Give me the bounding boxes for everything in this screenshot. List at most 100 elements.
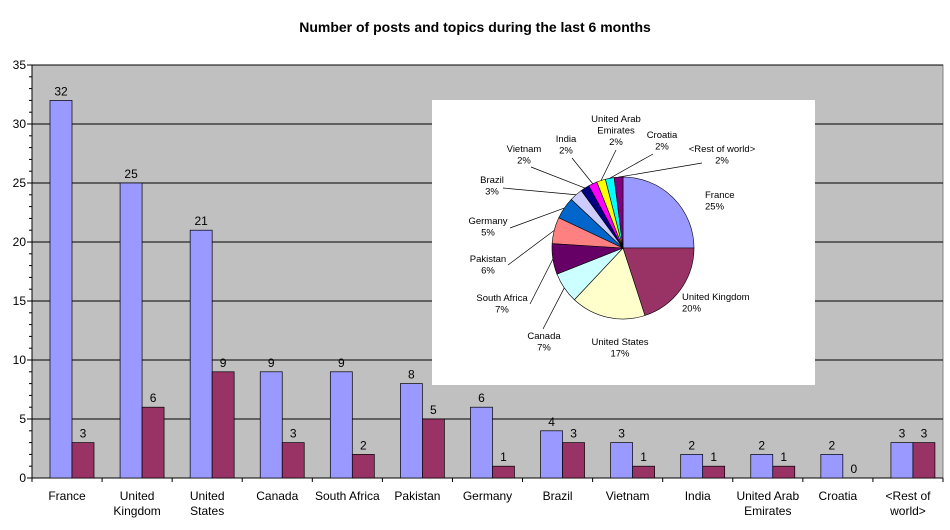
x-tick-label: France: [48, 489, 86, 503]
bar: [71, 442, 95, 479]
bar-data-label: 2: [829, 438, 836, 452]
bar: [329, 371, 353, 479]
bar-data-label: 6: [478, 391, 485, 405]
pie-slice-label: Canada 7%: [527, 331, 561, 354]
bar-data-label: 1: [780, 450, 787, 464]
x-tick-label: Brazil: [543, 489, 573, 503]
pie-slice: [622, 176, 695, 249]
bar: [189, 229, 213, 479]
bar: [820, 454, 844, 479]
pie-slice-label: <Rest of world> 2%: [689, 144, 756, 167]
x-tick-label: South Africa: [315, 489, 380, 503]
bar: [351, 454, 375, 479]
x-tick-label: Croatia: [819, 489, 858, 503]
x-tick-label: United States: [190, 489, 225, 518]
pie-slice-label: Croatia 2%: [647, 130, 678, 153]
x-tick-label: Canada: [256, 489, 298, 503]
bar-data-label: 2: [360, 438, 367, 452]
pie-leader-line: [600, 149, 617, 181]
bar-data-label: 3: [290, 427, 297, 441]
x-tick-label: India: [685, 489, 711, 503]
bar-data-label: 3: [80, 427, 87, 441]
bar: [562, 442, 585, 479]
pie-leader-line: [618, 162, 703, 178]
y-tick-label: 35: [13, 58, 27, 72]
pie-slice-label: United Arab Emirates 2%: [591, 114, 641, 148]
pie-slice-label: Pakistan 6%: [470, 254, 506, 277]
x-tick-label: United Arab Emirates: [736, 489, 799, 518]
bar: [632, 465, 655, 479]
bar: [492, 465, 515, 479]
bar: [119, 182, 143, 479]
bar: [540, 430, 563, 479]
bar: [772, 465, 796, 479]
y-tick-label: 30: [13, 117, 27, 131]
x-tick-label: <Rest of world>: [885, 489, 931, 518]
bar-data-label: 8: [408, 368, 415, 382]
bar: [281, 442, 305, 479]
y-tick-label: 15: [13, 294, 27, 308]
bar-data-label: 3: [618, 427, 625, 441]
bar: [422, 418, 445, 479]
bar-data-label: 6: [150, 391, 157, 405]
pie-leader-line: [502, 187, 577, 196]
pie-slice: [573, 247, 646, 320]
y-tick-label: 20: [13, 235, 27, 249]
bar: [400, 383, 423, 479]
x-tick-label: Pakistan: [394, 489, 440, 503]
pie-slice-label: Germany 5%: [468, 216, 507, 239]
pie-slice-label: Vietnam 2%: [507, 144, 542, 167]
bar-data-label: 9: [220, 356, 227, 370]
pie-slice-label: Brazil 3%: [480, 175, 504, 198]
bar: [702, 465, 726, 479]
pie-slice: [622, 247, 695, 316]
pie-leader-line: [507, 230, 555, 266]
y-tick-label: 25: [13, 176, 27, 190]
bar-data-label: 3: [921, 427, 928, 441]
pie-leader-line: [571, 157, 594, 184]
pie-slice-label: United States 17%: [591, 337, 648, 360]
pie-leader-line: [509, 207, 565, 229]
bar-data-label: 32: [54, 84, 68, 98]
bar: [49, 100, 73, 479]
pie-slice-label: France 25%: [705, 190, 735, 213]
bar: [912, 442, 936, 479]
bar-data-label: 1: [640, 450, 647, 464]
x-tick-label: Germany: [463, 489, 512, 503]
x-tick-label: Vietnam: [606, 489, 650, 503]
bar-data-label: 9: [268, 356, 275, 370]
bar: [750, 454, 774, 479]
pie-leader-line: [529, 258, 554, 305]
chart-title: Number of posts and topics during the la…: [299, 19, 651, 35]
pie-slice: [613, 176, 624, 249]
bar: [610, 442, 633, 479]
bar-data-label: 2: [758, 438, 765, 452]
bar-data-label: 1: [710, 450, 717, 464]
pie-slice-label: South Africa 7%: [476, 293, 528, 316]
y-tick-label: 10: [13, 353, 27, 367]
pie-leader-line: [609, 153, 654, 179]
y-tick-label: 0: [19, 471, 26, 485]
bar: [211, 371, 235, 479]
pie-slice-label: United Kingdom 20%: [682, 292, 750, 315]
bar-data-label: 3: [899, 427, 906, 441]
x-tick-label: United Kingdom: [113, 489, 160, 518]
bar-data-label: 0: [851, 462, 858, 476]
pie-leader-line: [530, 166, 586, 189]
bar: [890, 442, 914, 479]
bar: [680, 454, 704, 479]
bar-data-label: 3: [570, 427, 577, 441]
bar-data-label: 1: [500, 450, 507, 464]
bar-data-label: 9: [338, 356, 345, 370]
bar-data-label: 25: [124, 167, 138, 181]
bar-data-label: 5: [430, 403, 437, 417]
pie-leader-line: [542, 287, 565, 330]
y-tick-label: 5: [19, 412, 26, 426]
bar-data-label: 4: [548, 415, 555, 429]
bar: [470, 406, 493, 479]
bar: [259, 371, 283, 479]
bar-data-label: 21: [194, 214, 208, 228]
bar-data-label: 2: [688, 438, 695, 452]
bar: [141, 406, 165, 479]
